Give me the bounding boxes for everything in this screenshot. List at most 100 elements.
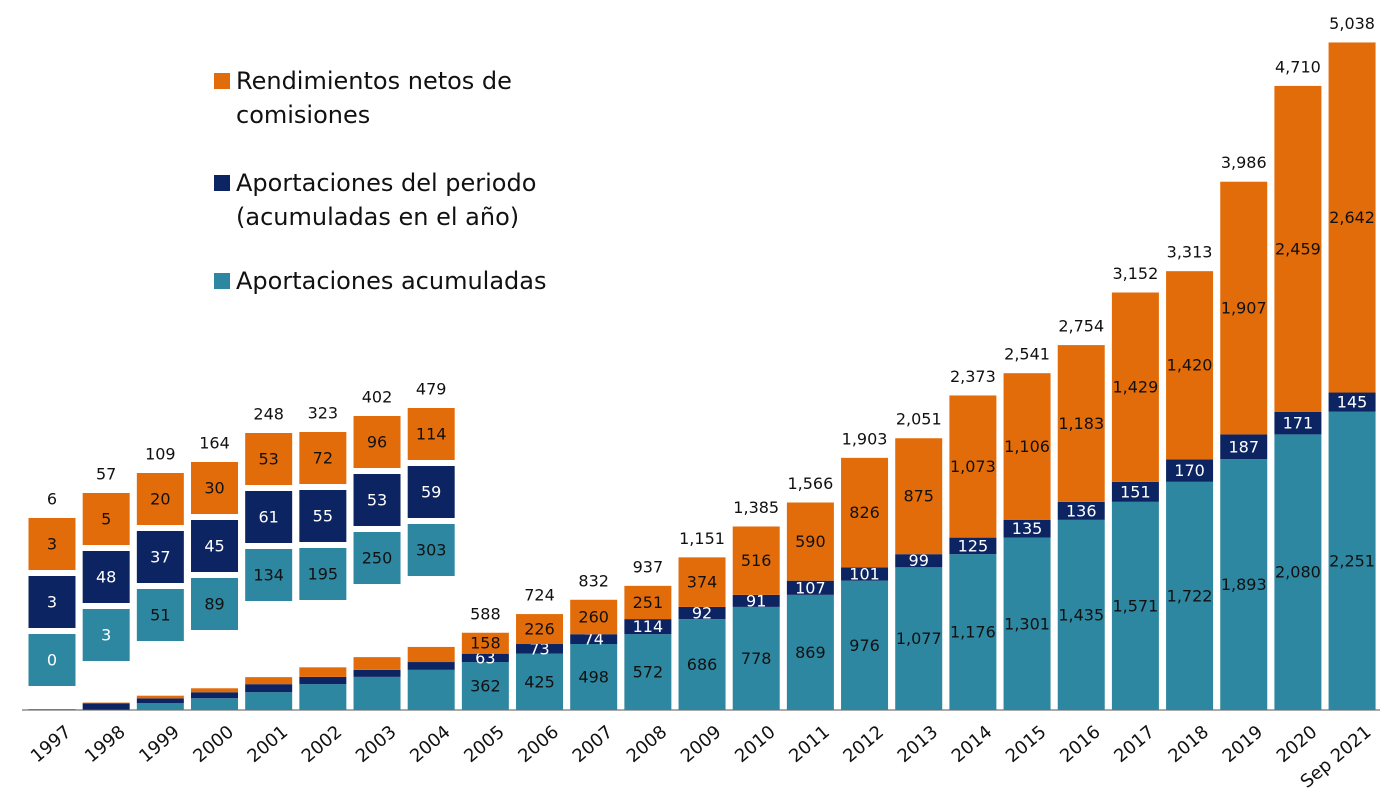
data-label: 145 bbox=[1337, 393, 1368, 412]
x-tick-label: 2007 bbox=[569, 722, 618, 768]
data-label: 778 bbox=[741, 649, 772, 668]
inset-label: 53 bbox=[367, 491, 387, 510]
inset-label: 134 bbox=[253, 566, 284, 585]
data-label: 114 bbox=[633, 617, 664, 636]
bar-segment bbox=[624, 619, 672, 635]
inset-box bbox=[136, 589, 184, 641]
x-tick-label: 2002 bbox=[298, 722, 347, 768]
inset-box bbox=[136, 531, 184, 583]
data-label: 1,420 bbox=[1167, 356, 1213, 375]
data-label: 135 bbox=[1012, 519, 1043, 538]
inset-label: 53 bbox=[259, 450, 279, 469]
total-label: 1,566 bbox=[787, 474, 833, 493]
inset-box bbox=[82, 609, 130, 661]
inset-box bbox=[28, 518, 76, 570]
total-label: 402 bbox=[362, 388, 393, 407]
data-label: 686 bbox=[687, 655, 718, 674]
data-label: 425 bbox=[524, 672, 555, 691]
data-label: 1,907 bbox=[1221, 299, 1267, 318]
total-label: 2,051 bbox=[896, 410, 942, 429]
bar-segment bbox=[949, 537, 997, 555]
bar-segment bbox=[786, 502, 834, 581]
bar-segment bbox=[1057, 501, 1105, 520]
data-label: 260 bbox=[578, 607, 609, 626]
bar-segment bbox=[516, 614, 564, 645]
data-label: 1,183 bbox=[1058, 414, 1104, 433]
bar-segment bbox=[1111, 481, 1159, 502]
legend-swatch bbox=[214, 73, 230, 89]
inset-box bbox=[407, 408, 455, 460]
bar-segment bbox=[299, 667, 347, 677]
bar-segment bbox=[1220, 459, 1268, 710]
total-label: 724 bbox=[524, 586, 555, 605]
data-label: 136 bbox=[1066, 501, 1097, 520]
bar-segment bbox=[570, 634, 618, 645]
inset-label: 114 bbox=[416, 425, 447, 444]
x-tick-label: 2013 bbox=[894, 722, 943, 768]
data-label: 1,077 bbox=[896, 629, 942, 648]
bar-segment bbox=[1057, 519, 1105, 710]
bar-segment bbox=[841, 567, 889, 581]
bar-segment bbox=[191, 692, 239, 699]
bar-segment bbox=[1274, 434, 1322, 710]
inset-label: 37 bbox=[150, 548, 170, 567]
legend-item: Aportaciones acumuladas bbox=[214, 264, 634, 298]
inset-label: 48 bbox=[96, 568, 116, 587]
bar-segment bbox=[732, 606, 780, 710]
data-label: 869 bbox=[795, 643, 826, 662]
data-label: 516 bbox=[741, 551, 772, 570]
bar-segment bbox=[732, 594, 780, 607]
data-label: 107 bbox=[795, 578, 826, 597]
data-label: 1,176 bbox=[950, 623, 996, 642]
inset-label: 89 bbox=[204, 595, 224, 614]
x-tick-label: 2015 bbox=[1002, 722, 1051, 768]
bar-segment bbox=[136, 703, 184, 710]
bar-segment bbox=[1328, 411, 1376, 710]
bar-segment bbox=[1328, 42, 1376, 393]
bar-segment bbox=[895, 554, 943, 568]
data-label: 151 bbox=[1120, 482, 1151, 501]
x-tick-label: 2017 bbox=[1110, 722, 1159, 768]
legend-item: Aportaciones del periodo (acumuladas en … bbox=[214, 166, 574, 234]
inset-label: 0 bbox=[47, 651, 57, 670]
bar-segment bbox=[624, 634, 672, 710]
bar-segment bbox=[1166, 481, 1214, 710]
data-label: 170 bbox=[1174, 461, 1205, 480]
bar-segment bbox=[353, 657, 401, 670]
bar-segment bbox=[1003, 373, 1051, 520]
inset-box bbox=[353, 532, 401, 584]
inset-box bbox=[28, 576, 76, 628]
bar-segment bbox=[1111, 501, 1159, 710]
bar-segment bbox=[245, 684, 293, 693]
data-label: 1,301 bbox=[1004, 614, 1050, 633]
inset-label: 59 bbox=[421, 483, 441, 502]
bar-segment bbox=[461, 662, 509, 710]
data-label: 92 bbox=[692, 604, 712, 623]
x-tick-label: 2006 bbox=[514, 722, 563, 768]
inset-box bbox=[353, 474, 401, 526]
bar-segment bbox=[136, 695, 184, 699]
inset-box bbox=[407, 524, 455, 576]
data-label: 99 bbox=[909, 551, 929, 570]
inset-label: 195 bbox=[308, 565, 339, 584]
data-label: 362 bbox=[470, 677, 501, 696]
bar-segment bbox=[461, 653, 509, 663]
total-label: 3,152 bbox=[1112, 264, 1158, 283]
bar-segment bbox=[245, 692, 293, 710]
inset-box bbox=[407, 466, 455, 518]
bar-segment bbox=[1166, 459, 1214, 482]
total-label: 832 bbox=[578, 571, 609, 590]
inset-label: 250 bbox=[362, 549, 393, 568]
bar-segment bbox=[1274, 411, 1322, 435]
data-label: 1,429 bbox=[1112, 378, 1158, 397]
data-label: 572 bbox=[633, 663, 664, 682]
data-label: 1,106 bbox=[1004, 437, 1050, 456]
inset-box bbox=[245, 549, 293, 601]
inset-label: 96 bbox=[367, 433, 387, 452]
total-label: 4,710 bbox=[1275, 57, 1321, 76]
x-tick-label: 2003 bbox=[352, 722, 401, 768]
bar-segment bbox=[895, 567, 943, 710]
inset-box bbox=[191, 520, 239, 572]
bar-segment bbox=[516, 653, 564, 710]
